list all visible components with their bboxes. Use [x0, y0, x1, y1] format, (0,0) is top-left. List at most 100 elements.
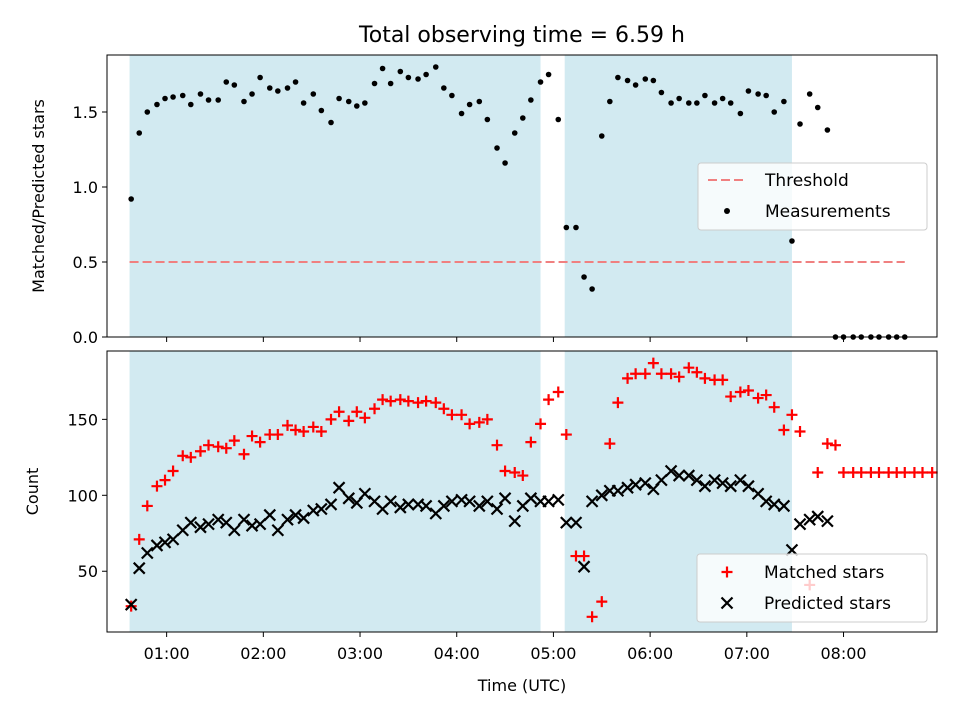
- measurement-point: [128, 196, 134, 202]
- matched-star-point: [916, 467, 928, 479]
- predicted-star-point: [481, 495, 494, 508]
- predicted-star-point: [271, 523, 285, 537]
- predicted-star-point: [569, 516, 583, 529]
- matched-star-point: [499, 465, 511, 477]
- measurement-point: [397, 68, 404, 75]
- matched-star-point: [699, 372, 711, 384]
- predicted-star-point: [184, 516, 198, 529]
- matched-star-point: [369, 403, 381, 415]
- measurement-point: [797, 121, 803, 127]
- matched-star-point: [203, 439, 215, 451]
- measurement-point: [405, 74, 412, 81]
- predicted-stars-points: [124, 464, 834, 611]
- y-tick-label: 50: [78, 562, 98, 581]
- predicted-star-point: [358, 487, 372, 501]
- matched-star-point: [491, 439, 503, 451]
- legend-measurements-swatch: [724, 208, 730, 214]
- matched-star-point: [402, 395, 414, 407]
- matched-star-point: [612, 397, 624, 409]
- legend-plus-marker: [721, 566, 733, 578]
- matched-star-point: [282, 419, 294, 431]
- observing-window-shading: [129, 351, 792, 632]
- predicted-star-point: [124, 598, 138, 611]
- measurement-point: [711, 100, 718, 106]
- measurement-point: [727, 100, 734, 106]
- x-tick-label: 04:00: [434, 644, 480, 663]
- measurement-point: [607, 98, 613, 105]
- predicted-star-point: [577, 560, 591, 573]
- measurement-point: [589, 286, 595, 292]
- predicted-star-point: [324, 498, 338, 511]
- predicted-star-point: [629, 478, 642, 491]
- matched-star-point: [177, 450, 189, 462]
- measurement-point: [555, 116, 562, 123]
- ratio-legend-box: [697, 162, 928, 231]
- matched-star-point: [254, 436, 266, 448]
- legend-x-marker: [720, 596, 734, 610]
- matched-star-point: [535, 418, 547, 430]
- predicted-star-point: [297, 511, 310, 525]
- measurement-point: [615, 74, 621, 81]
- measurement-point: [520, 115, 526, 121]
- matched-star-point: [246, 430, 258, 442]
- predicted-star-point: [253, 517, 267, 531]
- matched-star-point: [873, 467, 885, 479]
- measurement-point: [484, 116, 491, 123]
- predicted-star-point: [742, 479, 755, 493]
- matched-star-point: [343, 415, 355, 427]
- matched-star-point: [647, 357, 659, 369]
- measurement-point: [449, 92, 455, 99]
- y-tick-label: 0.5: [73, 253, 98, 272]
- matched-star-point: [290, 424, 302, 436]
- matched-star-point: [238, 448, 250, 460]
- predicted-star-point: [490, 502, 504, 516]
- predicted-star-point: [724, 479, 737, 493]
- measurement-point: [266, 85, 273, 91]
- legend-threshold-label: Threshold: [764, 171, 849, 191]
- matched-star-point: [212, 441, 224, 453]
- matched-star-point: [734, 386, 746, 398]
- measurement-point: [170, 94, 176, 100]
- matched-star-point: [473, 416, 485, 428]
- measurement-point: [563, 224, 570, 231]
- matched-star-point: [768, 401, 780, 413]
- predicted-star-point: [639, 476, 652, 490]
- predicted-star-point: [211, 513, 225, 526]
- predicted-star-point: [132, 561, 146, 575]
- measurement-point: [275, 88, 281, 94]
- predicted-star-point: [237, 513, 251, 526]
- measurement-point: [537, 79, 544, 85]
- measurement-point: [205, 97, 212, 103]
- ratio-plot-frame: [106, 54, 938, 338]
- legend-measurements-label: Measurements: [765, 202, 891, 222]
- count-x-ticks: 01:00 02:00 03:00 04:00 05:00 06:00 07:00 08:00: [144, 632, 867, 663]
- predicted-star-point: [394, 501, 407, 514]
- x-tick-label: 06:00: [627, 644, 673, 663]
- measurement-point: [676, 95, 682, 102]
- count-legend: Matched stars Predicted stars: [696, 553, 928, 623]
- matched-star-point: [855, 467, 867, 479]
- measurement-point: [545, 71, 552, 78]
- matched-star-point: [141, 500, 153, 512]
- measurement-point: [598, 133, 605, 139]
- predicted-star-point: [542, 495, 555, 508]
- measurement-point: [441, 85, 447, 91]
- predicted-star-point: [342, 492, 356, 505]
- y-tick-label: 150: [67, 410, 98, 429]
- matched-star-point: [509, 467, 521, 479]
- matched-star-point: [412, 397, 424, 409]
- matched-star-point: [926, 467, 938, 479]
- measurement-point: [284, 85, 291, 91]
- predicted-star-point: [793, 517, 807, 531]
- measurement-point: [650, 77, 657, 84]
- measurement-point: [345, 98, 352, 105]
- measurement-point: [354, 103, 360, 109]
- matched-star-point: [446, 409, 458, 421]
- x-tick-label: 07:00: [724, 644, 770, 663]
- matched-star-point: [185, 451, 197, 463]
- measurement-point: [379, 65, 386, 72]
- matched-star-point: [838, 467, 850, 479]
- predicted-star-point: [194, 520, 207, 534]
